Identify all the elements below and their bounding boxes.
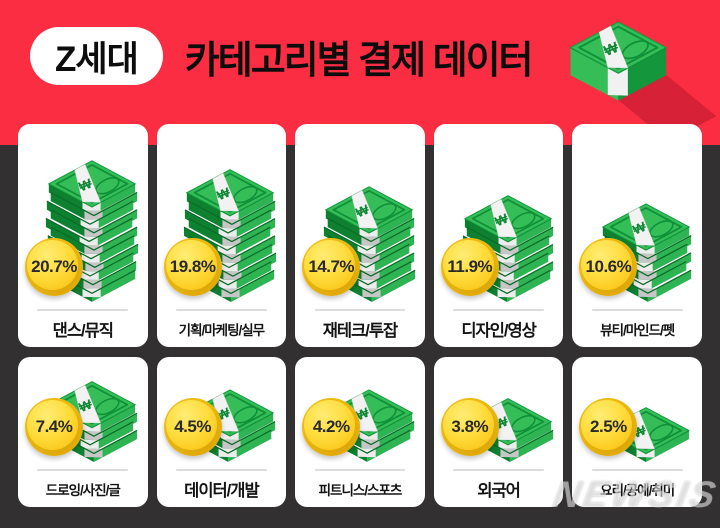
percentage-coin-icon: 19.8% — [163, 238, 222, 296]
divider — [37, 309, 129, 311]
svg-text:₩: ₩ — [77, 396, 95, 415]
percentage-value: 4.5% — [174, 417, 211, 436]
category-label: 재테크/투잡 — [322, 322, 398, 340]
divider — [176, 469, 267, 471]
money-stack-illustration: ₩ 11.9% — [434, 124, 564, 309]
percentage-coin-icon: 4.5% — [163, 398, 222, 456]
category-label: 피트니스/스포츠 — [318, 483, 403, 498]
money-stack-illustration: ₩ 4.5% — [157, 357, 287, 469]
svg-text:₩: ₩ — [354, 202, 372, 221]
percentage-coin-icon: 10.6% — [579, 238, 638, 296]
category-label: 기획/마케팅/실무 — [178, 323, 265, 338]
generation-badge: Z세대 — [30, 27, 163, 85]
category-card: ₩ 4.2% 피트니스/스포츠 — [295, 357, 425, 507]
divider — [453, 469, 544, 471]
money-stack-illustration: ₩ 10.6% — [572, 124, 702, 309]
percentage-coin-icon: 4.2% — [302, 398, 361, 456]
category-card: ₩ 11.9% 디자인/영상 — [433, 124, 564, 347]
category-label: 디자인/영상 — [461, 322, 536, 340]
money-stack-illustration: ₩ 3.8% — [434, 357, 564, 469]
divider — [591, 469, 683, 471]
money-stack-illustration: ₩ 20.7% — [18, 124, 148, 309]
money-stack-illustration: ₩ 4.2% — [295, 357, 425, 469]
divider — [591, 309, 683, 311]
category-label: 뷰티/마인드/펫 — [600, 323, 675, 338]
category-card: ₩ 4.5% 데이터/개발 — [156, 357, 287, 507]
money-stack-illustration: ₩ 2.5% — [572, 357, 702, 469]
percentage-value: 2.5% — [590, 417, 627, 436]
percentage-coin-icon: 7.4% — [25, 398, 83, 456]
divider — [453, 309, 544, 311]
newsis-watermark: NEWSIS — [550, 474, 720, 515]
category-card: ₩ 7.4% 드로잉/사진/글 — [18, 357, 148, 507]
percentage-value: 19.8% — [169, 257, 216, 276]
money-stack-illustration: ₩ 7.4% — [18, 357, 148, 469]
category-label: 요리/공예/취미 — [600, 483, 675, 498]
category-card: ₩ 10.6% 뷰티/마인드/펫 — [572, 124, 702, 347]
page-title: 카테고리별 결제 데이터 — [184, 39, 534, 82]
category-row-2: ₩ 7.4% 드로잉/사진/글 ₩ 4.5% 데이터/개발 ₩ 4.2% 피트니… — [18, 357, 702, 507]
percentage-value: 20.7% — [31, 257, 77, 276]
percentage-value: 7.4% — [35, 417, 73, 436]
money-stack-icon: ₩ — [321, 179, 417, 303]
category-label: 드로잉/사진/글 — [45, 483, 121, 498]
percentage-coin-icon: 2.5% — [579, 398, 638, 456]
svg-text:₩: ₩ — [602, 39, 622, 59]
percentage-coin-icon: 11.9% — [440, 238, 499, 296]
percentage-value: 14.7% — [308, 257, 355, 276]
svg-text:₩: ₩ — [631, 219, 649, 238]
percentage-value: 11.9% — [447, 257, 493, 276]
divider — [314, 309, 406, 311]
percentage-value: 10.6% — [585, 257, 632, 276]
money-stack-illustration: ₩ 14.7% — [295, 124, 425, 309]
generation-badge-label: Z세대 — [55, 39, 139, 79]
money-stack-icon: ₩ — [44, 153, 140, 303]
category-card: ₩ 3.8% 외국어 — [433, 357, 564, 507]
category-label: 데이터/개발 — [184, 482, 259, 500]
category-label: 댄스/뮤직 — [52, 322, 114, 340]
category-card: ₩ 2.5% 요리/공예/취미 — [572, 357, 702, 507]
category-card: ₩ 19.8% 기획/마케팅/실무 — [156, 124, 287, 347]
money-stack-illustration: ₩ 19.8% — [157, 124, 287, 309]
percentage-value: 4.2% — [312, 417, 350, 436]
svg-text:₩: ₩ — [492, 210, 510, 229]
percentage-coin-icon: 20.7% — [25, 238, 83, 296]
category-row-1: ₩ 20.7% 댄스/뮤직 ₩ 19.8% 기획/마케팅/실무 ₩ 14.7% … — [18, 124, 702, 347]
category-card: ₩ 14.7% 재테크/투잡 — [295, 124, 425, 347]
divider — [37, 469, 129, 471]
money-stack-icon: ₩ — [321, 382, 417, 463]
card-board: ₩ 20.7% 댄스/뮤직 ₩ 19.8% 기획/마케팅/실무 ₩ 14.7% … — [18, 124, 702, 507]
percentage-value: 3.8% — [451, 417, 489, 436]
svg-text:₩: ₩ — [76, 176, 94, 195]
header: Z세대 카테고리별 결제 데이터 — [0, 0, 720, 112]
divider — [176, 309, 267, 311]
percentage-coin-icon: 3.8% — [440, 398, 499, 456]
svg-text:₩: ₩ — [215, 184, 233, 203]
category-card: ₩ 20.7% 댄스/뮤직 — [18, 124, 148, 347]
category-label: 외국어 — [477, 482, 521, 500]
divider — [314, 469, 406, 471]
percentage-coin-icon: 14.7% — [302, 238, 361, 296]
